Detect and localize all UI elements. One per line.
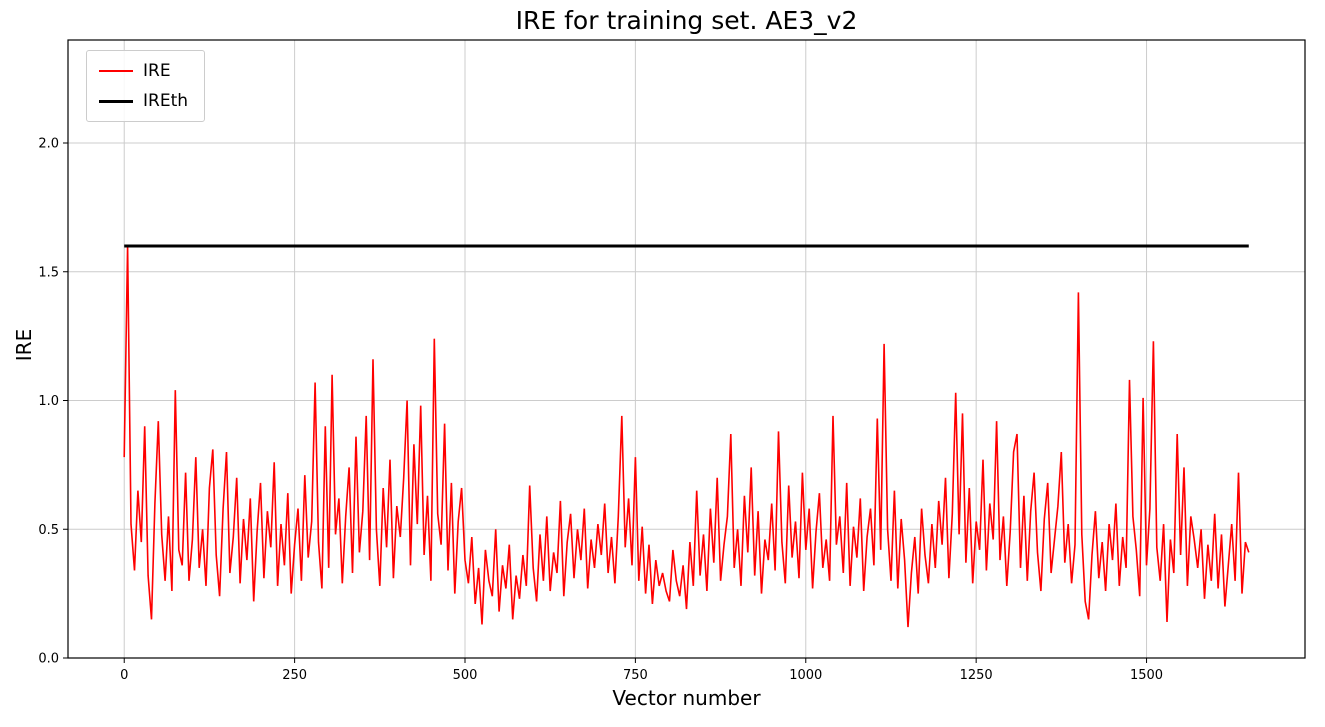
ire-line-swatch bbox=[99, 70, 133, 72]
ire-series-line bbox=[123, 245, 1250, 628]
x-tick-label: 0 bbox=[120, 668, 128, 683]
x-tick-label: 750 bbox=[623, 668, 648, 683]
y-tick-label: 1.0 bbox=[38, 394, 59, 409]
x-tick-label: 1000 bbox=[789, 668, 822, 683]
legend-label-ireth: IREth bbox=[143, 91, 189, 111]
x-tick-label: 250 bbox=[282, 668, 307, 683]
legend: IRE IREth bbox=[86, 50, 206, 122]
y-tick-label: 0.5 bbox=[38, 523, 59, 538]
x-tick-label: 500 bbox=[453, 668, 478, 683]
y-axis-label: IRE bbox=[12, 328, 36, 362]
y-tick-label: 0.0 bbox=[38, 652, 59, 667]
y-tick-label: 1.5 bbox=[38, 265, 59, 280]
x-axis-label: Vector number bbox=[612, 686, 761, 710]
y-tick-label: 2.0 bbox=[38, 137, 59, 152]
legend-item-ireth: IREth bbox=[99, 91, 188, 111]
x-tick-label: 1250 bbox=[960, 668, 993, 683]
ireth-line-swatch bbox=[99, 99, 133, 103]
chart-title: IRE for training set. AE3_v2 bbox=[515, 6, 858, 35]
legend-label-ire: IRE bbox=[143, 61, 171, 81]
legend-item-ire: IRE bbox=[99, 61, 188, 81]
x-tick-label: 1500 bbox=[1130, 668, 1163, 683]
axes-frame bbox=[67, 39, 1306, 659]
